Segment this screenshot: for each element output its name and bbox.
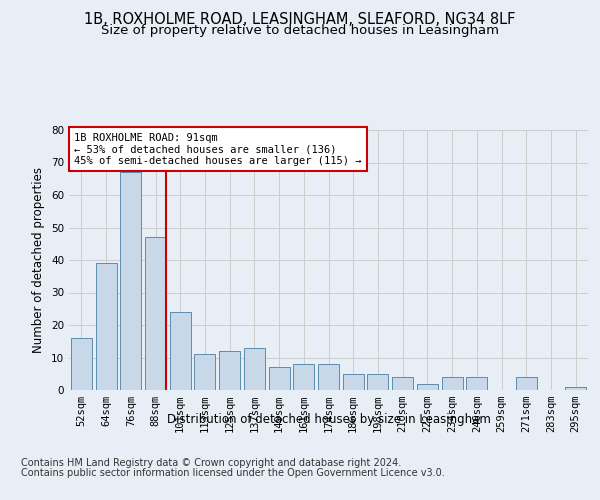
Bar [145,238,166,390]
Bar [95,263,116,390]
Bar [343,374,364,390]
Bar [194,354,215,390]
Text: Contains public sector information licensed under the Open Government Licence v3: Contains public sector information licen… [21,468,445,478]
Bar [170,312,191,390]
Bar [417,384,438,390]
Bar [466,377,487,390]
Bar [244,348,265,390]
Text: Distribution of detached houses by size in Leasingham: Distribution of detached houses by size … [167,412,491,426]
Y-axis label: Number of detached properties: Number of detached properties [32,167,46,353]
Text: Size of property relative to detached houses in Leasingham: Size of property relative to detached ho… [101,24,499,37]
Bar [392,377,413,390]
Bar [318,364,339,390]
Text: 1B, ROXHOLME ROAD, LEASINGHAM, SLEAFORD, NG34 8LF: 1B, ROXHOLME ROAD, LEASINGHAM, SLEAFORD,… [85,12,515,28]
Text: 1B ROXHOLME ROAD: 91sqm
← 53% of detached houses are smaller (136)
45% of semi-d: 1B ROXHOLME ROAD: 91sqm ← 53% of detache… [74,132,362,166]
Bar [516,377,537,390]
Bar [269,367,290,390]
Bar [71,338,92,390]
Bar [565,387,586,390]
Bar [293,364,314,390]
Bar [442,377,463,390]
Bar [120,172,141,390]
Bar [219,351,240,390]
Text: Contains HM Land Registry data © Crown copyright and database right 2024.: Contains HM Land Registry data © Crown c… [21,458,401,468]
Bar [367,374,388,390]
